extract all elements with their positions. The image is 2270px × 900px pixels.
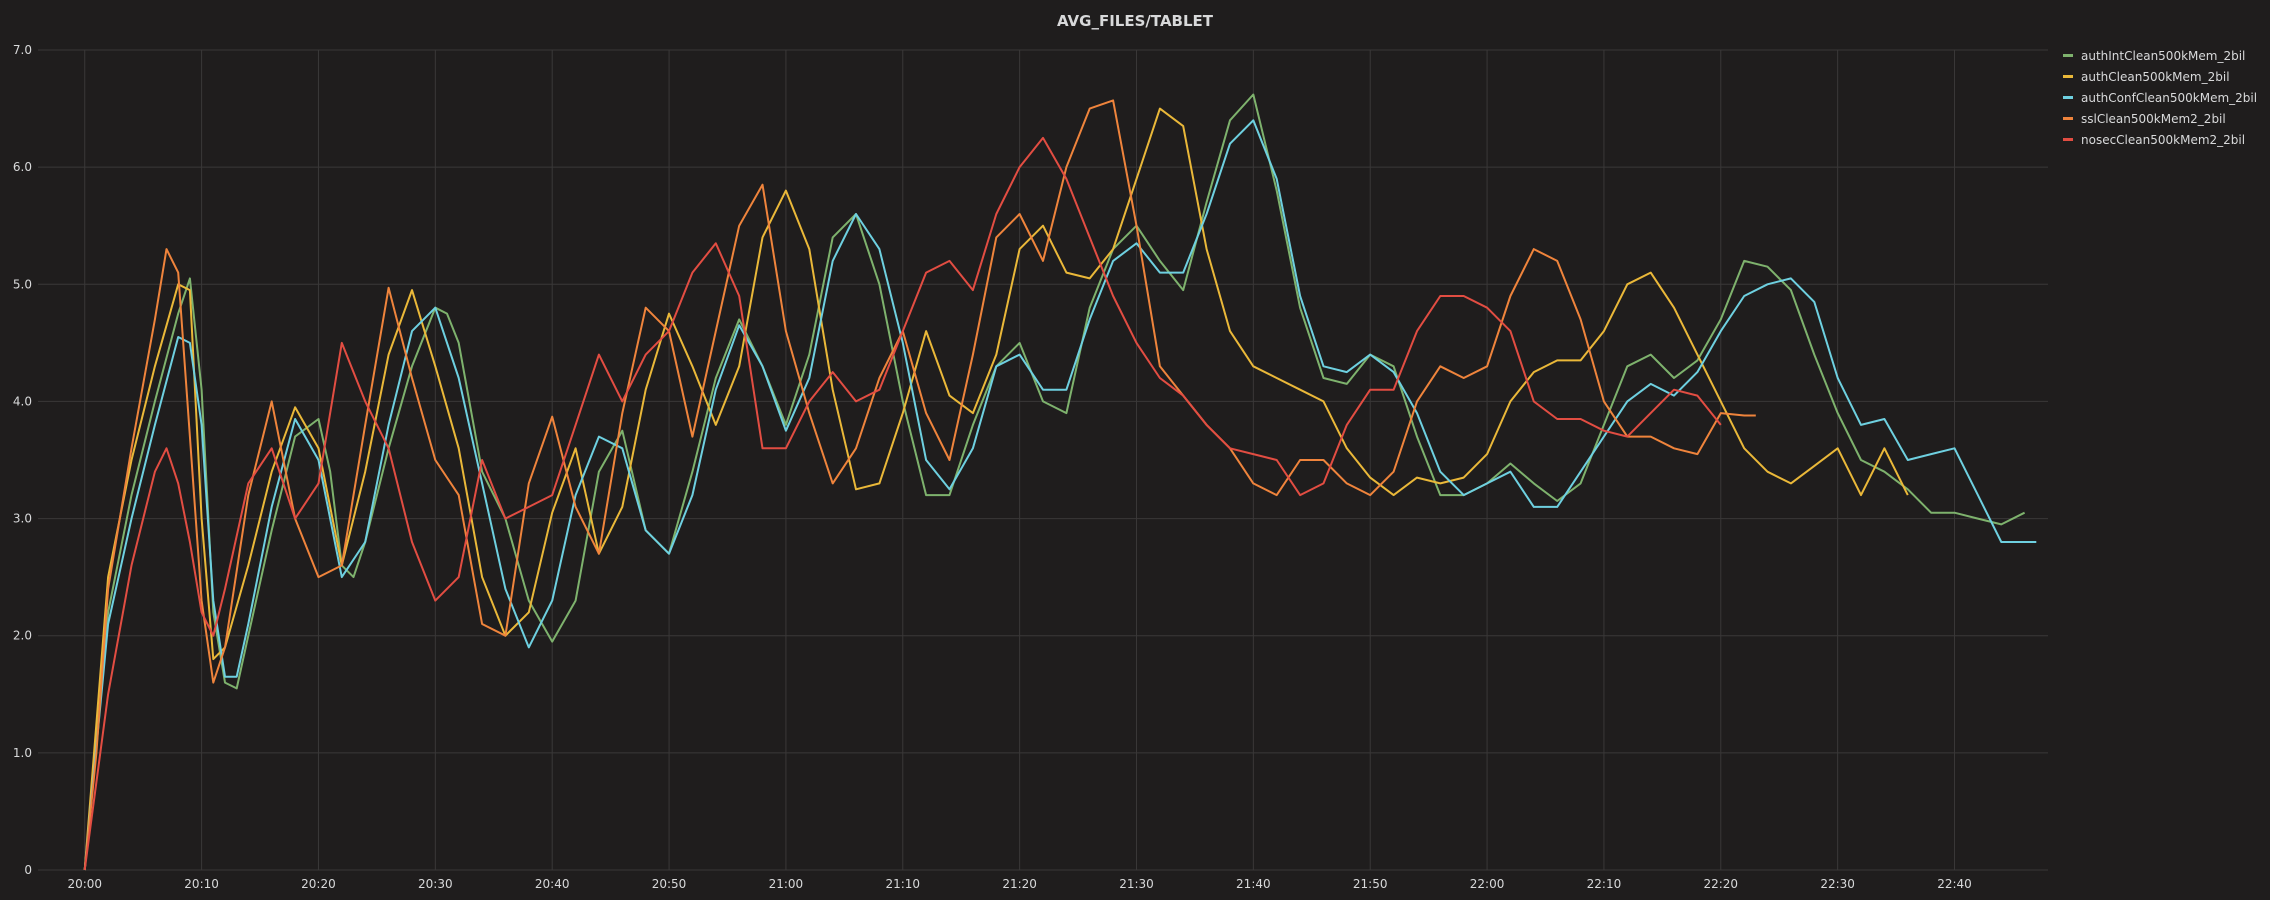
- legend-swatch: [2063, 138, 2073, 141]
- series-line-nosecClean500kMem2_2bil: [83, 136, 1722, 871]
- legend-swatch: [2063, 117, 2073, 120]
- legend-label: sslClean500kMem2_2bil: [2081, 111, 2226, 126]
- x-tick-label: 20:00: [67, 877, 102, 891]
- legend-label: authIntClean500kMem_2bil: [2081, 48, 2246, 63]
- legend-swatch: [2063, 54, 2073, 57]
- y-tick-label: 7.0: [13, 43, 32, 57]
- chart-title: AVG_FILES/TABLET: [1056, 12, 1214, 30]
- x-tick-label: 20:40: [535, 877, 570, 891]
- y-tick-label: 5.0: [13, 277, 32, 291]
- legend-label: authClean500kMem_2bil: [2081, 69, 2230, 84]
- x-tick-label: 22:00: [1470, 877, 1505, 891]
- y-tick-label: 3.0: [13, 512, 32, 526]
- x-tick-label: 21:20: [1002, 877, 1037, 891]
- legend-item[interactable]: sslClean500kMem2_2bil: [2063, 108, 2263, 129]
- series-line-authIntClean500kMem_2bil: [83, 93, 2026, 871]
- x-tick-label: 20:50: [652, 877, 687, 891]
- legend-item[interactable]: authClean500kMem_2bil: [2063, 66, 2263, 87]
- y-tick-label: 4.0: [13, 394, 32, 408]
- x-tick-label: 22:20: [1703, 877, 1738, 891]
- series-line-authClean500kMem_2bil: [83, 107, 1909, 871]
- x-tick-label: 21:10: [885, 877, 920, 891]
- x-tick-label: 22:40: [1937, 877, 1972, 891]
- series-line-sslClean500kMem2_2bil: [83, 99, 1756, 871]
- x-tick-label: 20:10: [184, 877, 219, 891]
- x-tick-label: 20:20: [301, 877, 336, 891]
- x-tick-label: 22:30: [1820, 877, 1855, 891]
- grid: [38, 49, 2048, 871]
- legend-item[interactable]: authIntClean500kMem_2bil: [2063, 45, 2263, 66]
- y-tick-label: 0: [24, 863, 32, 877]
- series-lines: [83, 93, 2037, 871]
- legend: authIntClean500kMem_2bil authClean500kMem…: [2063, 45, 2263, 150]
- legend-item[interactable]: nosecClean500kMem2_2bil: [2063, 129, 2263, 150]
- x-tick-label: 21:50: [1353, 877, 1388, 891]
- legend-swatch: [2063, 96, 2073, 99]
- y-tick-label: 6.0: [13, 160, 32, 174]
- y-tick-label: 1.0: [13, 746, 32, 760]
- legend-label: authConfClean500kMem_2bil: [2081, 90, 2258, 105]
- axes: 0 1.0 2.0 3.0 4.0 5.0 6.0 7.0 20:00 20:10 20:20 20:…: [13, 43, 1972, 891]
- legend-item[interactable]: authConfClean500kMem_2bil: [2063, 87, 2263, 108]
- x-tick-label: 22:10: [1587, 877, 1622, 891]
- x-tick-label: 21:30: [1119, 877, 1154, 891]
- x-tick-label: 21:00: [769, 877, 804, 891]
- series-line-authConfClean500kMem_2bil: [83, 119, 2037, 871]
- legend-label: nosecClean500kMem2_2bil: [2081, 132, 2246, 147]
- legend-swatch: [2063, 75, 2073, 78]
- x-tick-label: 20:30: [418, 877, 453, 891]
- x-tick-label: 21:40: [1236, 877, 1271, 891]
- y-tick-label: 2.0: [13, 629, 32, 643]
